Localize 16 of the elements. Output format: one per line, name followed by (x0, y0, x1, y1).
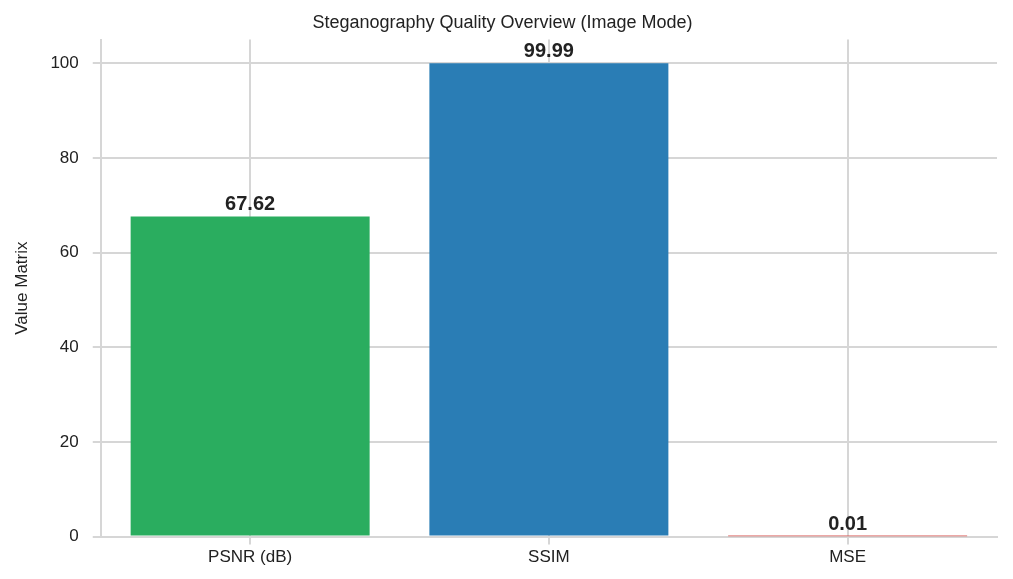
y-tick-label: 80 (59, 147, 79, 167)
y-tick-label: 20 (59, 431, 79, 451)
x-tick-label: PSNR (dB) (208, 547, 293, 567)
chart-title: Steganography Quality Overview (Image Mode) (312, 11, 693, 32)
bar (130, 216, 370, 536)
bar (429, 63, 669, 536)
y-axis-title: Value Matrix (11, 240, 31, 335)
y-tick-label: 40 (59, 336, 79, 356)
data-label: 67.62 (225, 192, 276, 215)
data-label: 99.99 (523, 38, 574, 61)
y-tick-label: 100 (50, 52, 79, 72)
x-tick-label: MSE (829, 547, 867, 567)
y-tick-label: 60 (59, 242, 79, 262)
x-tick-label: SSIM (528, 547, 570, 567)
data-label: 0.01 (828, 512, 868, 535)
y-tick-label: 0 (69, 526, 79, 546)
